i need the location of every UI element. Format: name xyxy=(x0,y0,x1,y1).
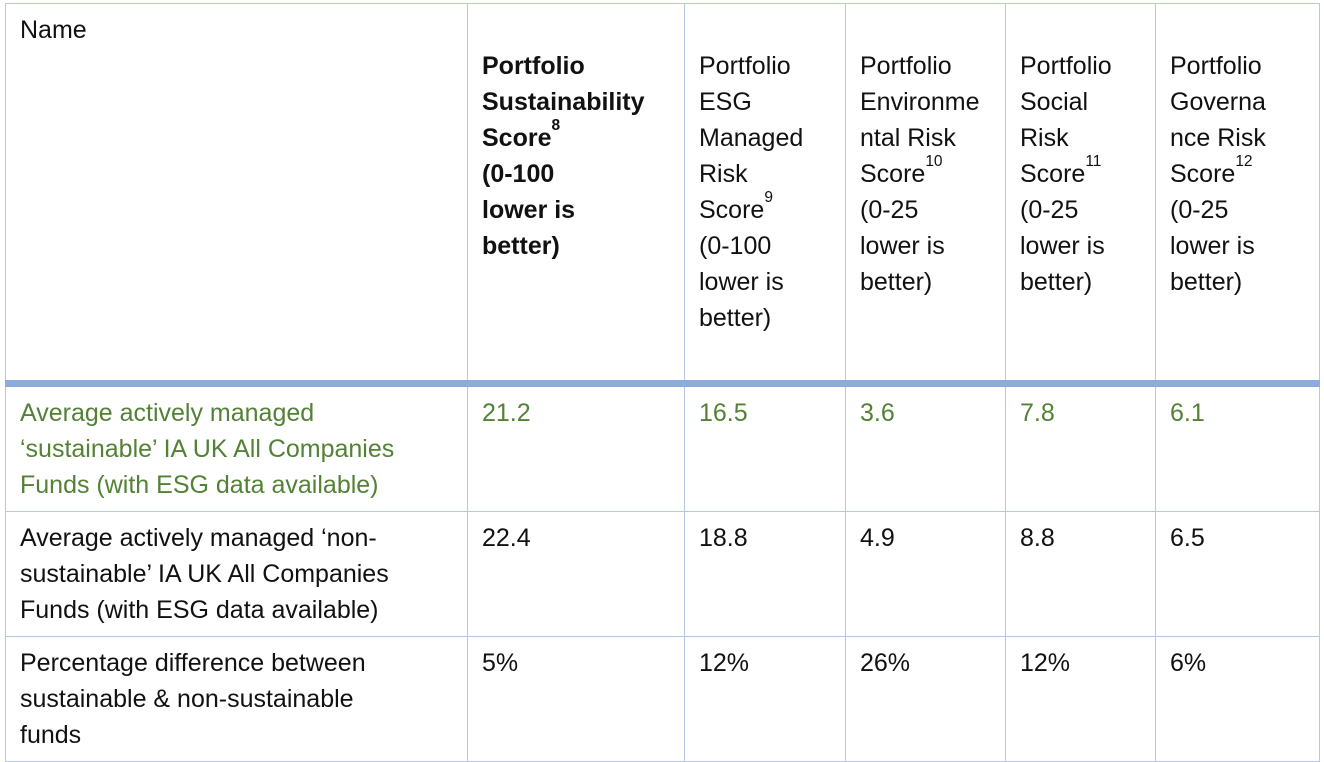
header-cell-portfolio-sustainability-score: Portfolio Sustainability Score8 (0-100 l… xyxy=(467,3,685,387)
header-scale-note: (0-25 lower is better) xyxy=(860,196,945,296)
sustainability-score-cell: 22.4 xyxy=(467,511,685,637)
document-page: Name Portfolio Sustainability Score8 (0-… xyxy=(5,3,1320,762)
row-non-sustainable-funds-average: Average actively managed ‘non- sustainab… xyxy=(5,511,1320,637)
social-risk-cell: 8.8 xyxy=(1005,511,1156,637)
sustainability-score-cell: 5% xyxy=(467,636,685,762)
header-scale-note: (0-100 lower is better) xyxy=(482,160,576,260)
social-risk-cell: 7.8 xyxy=(1005,383,1156,512)
header-cell-portfolio-esg-managed-risk-score: Portfolio ESG Managed Risk Score9 (0-100… xyxy=(684,3,846,387)
environmental-risk-cell: 26% xyxy=(845,636,1006,762)
row-name-cell: Average actively managed ‘sustainable’ I… xyxy=(5,383,468,512)
header-title: Portfolio Governa nce Risk Score xyxy=(1170,52,1266,188)
header-row: Name Portfolio Sustainability Score8 (0-… xyxy=(5,3,1320,387)
header-scale-note: (0-25 lower is better) xyxy=(1170,196,1255,296)
row-sustainable-funds-average: Average actively managed ‘sustainable’ I… xyxy=(5,383,1320,512)
header-cell-portfolio-governance-risk-score: Portfolio Governa nce Risk Score12 (0-25… xyxy=(1155,3,1320,387)
table-header: Name Portfolio Sustainability Score8 (0-… xyxy=(5,3,1320,387)
esg-managed-risk-cell: 12% xyxy=(684,636,846,762)
esg-managed-risk-cell: 16.5 xyxy=(684,383,846,512)
governance-risk-cell: 6% xyxy=(1155,636,1320,762)
governance-risk-cell: 6.1 xyxy=(1155,383,1320,512)
footnote-ref-12: 12 xyxy=(1235,152,1253,170)
row-percentage-difference: Percentage difference between sustainabl… xyxy=(5,636,1320,762)
header-scale-note: (0-100 lower is better) xyxy=(699,232,784,332)
header-title: Portfolio Environme ntal Risk Score xyxy=(860,52,980,188)
header-title: Portfolio ESG Managed Risk Score xyxy=(699,52,804,224)
sustainability-score-cell: 21.2 xyxy=(467,383,685,512)
footnote-ref-9: 9 xyxy=(764,188,773,206)
header-cell-portfolio-social-risk-score: Portfolio Social Risk Score11 (0-25 lowe… xyxy=(1005,3,1156,387)
header-scale-note: (0-25 lower is better) xyxy=(1020,196,1105,296)
row-name-cell: Percentage difference between sustainabl… xyxy=(5,636,468,762)
environmental-risk-cell: 4.9 xyxy=(845,511,1006,637)
footnote-ref-10: 10 xyxy=(925,152,943,170)
header-title: Portfolio Sustainability Score xyxy=(482,52,645,152)
environmental-risk-cell: 3.6 xyxy=(845,383,1006,512)
row-name-cell: Average actively managed ‘non- sustainab… xyxy=(5,511,468,637)
header-title: Portfolio Social Risk Score xyxy=(1020,52,1112,188)
header-cell-portfolio-environmental-risk-score: Portfolio Environme ntal Risk Score10 (0… xyxy=(845,3,1006,387)
footnote-ref-11: 11 xyxy=(1085,152,1102,170)
social-risk-cell: 12% xyxy=(1005,636,1156,762)
table-body: Average actively managed ‘sustainable’ I… xyxy=(5,383,1320,762)
esg-scores-table: Name Portfolio Sustainability Score8 (0-… xyxy=(5,3,1320,762)
header-cell-name: Name xyxy=(5,3,468,387)
esg-managed-risk-cell: 18.8 xyxy=(684,511,846,637)
governance-risk-cell: 6.5 xyxy=(1155,511,1320,637)
footnote-ref-8: 8 xyxy=(551,116,561,134)
